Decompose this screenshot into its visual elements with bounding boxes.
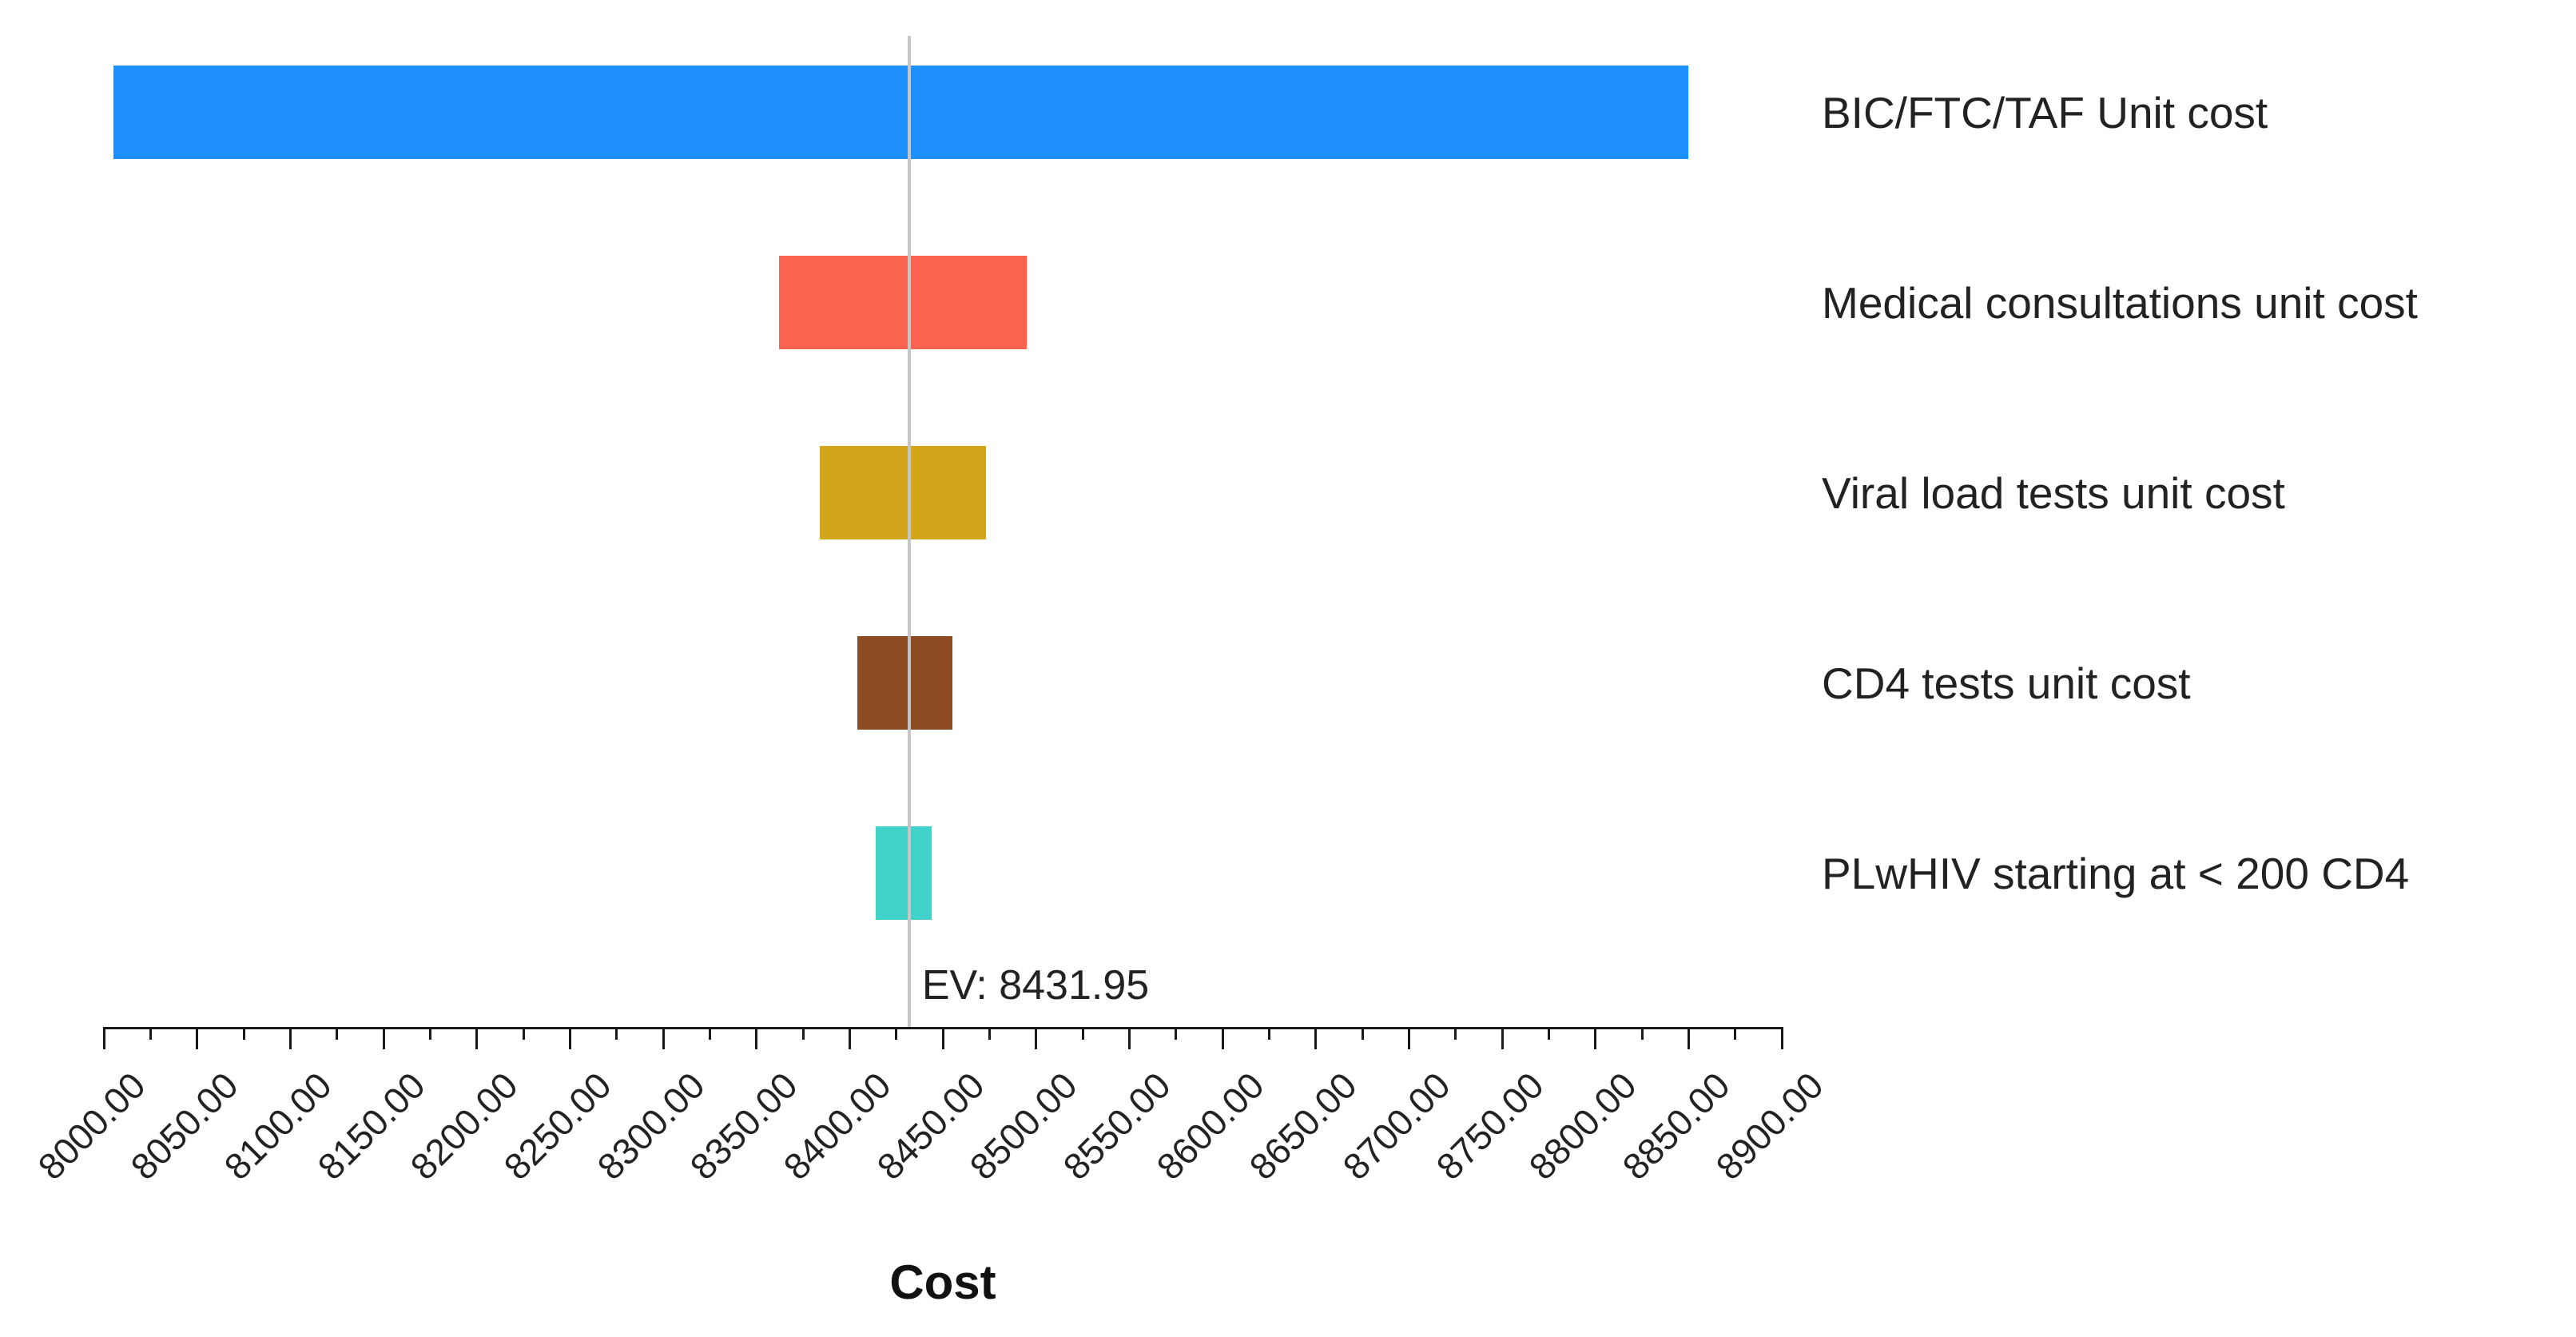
axis-minor-tick: [522, 1027, 525, 1040]
axis-tick: [662, 1027, 665, 1049]
tornado-bar: [876, 826, 932, 920]
axis-minor-tick: [1454, 1027, 1457, 1040]
category-label: BIC/FTC/TAF Unit cost: [1822, 87, 2268, 137]
axis-tick: [1501, 1027, 1504, 1049]
category-label: Medical consultations unit cost: [1822, 277, 2418, 328]
category-label: PLwHIV starting at < 200 CD4: [1822, 848, 2410, 898]
axis-minor-tick: [1734, 1027, 1737, 1040]
axis-tick: [1035, 1027, 1038, 1049]
axis-minor-tick: [149, 1027, 152, 1040]
axis-tick: [475, 1027, 479, 1049]
axis-minor-tick: [336, 1027, 339, 1040]
axis-minor-tick: [1547, 1027, 1550, 1040]
tornado-bar: [857, 636, 952, 730]
axis-tick: [1780, 1027, 1783, 1049]
axis-tick: [288, 1027, 292, 1049]
axis-tick: [1314, 1027, 1318, 1049]
tornado-bar: [778, 256, 1027, 349]
tornado-bar: [113, 66, 1689, 159]
axis-tick: [382, 1027, 385, 1049]
axis-minor-tick: [1081, 1027, 1084, 1040]
axis-tick: [568, 1027, 571, 1049]
axis-minor-tick: [895, 1027, 898, 1040]
axis-minor-tick: [1175, 1027, 1178, 1040]
category-label: Viral load tests unit cost: [1822, 468, 2285, 518]
axis-minor-tick: [988, 1027, 991, 1040]
axis-minor-tick: [1361, 1027, 1364, 1040]
ev-reference-line: [907, 36, 911, 1027]
axis-minor-tick: [242, 1027, 245, 1040]
axis-tick: [941, 1027, 944, 1049]
axis-minor-tick: [708, 1027, 711, 1040]
axis-tick: [1407, 1027, 1410, 1049]
tornado-bar: [820, 446, 986, 539]
axis-minor-tick: [1267, 1027, 1270, 1040]
ev-label: EV: 8431.95: [921, 962, 1150, 1009]
axis-minor-tick: [428, 1027, 431, 1040]
axis-tick: [755, 1027, 758, 1049]
axis-minor-tick: [615, 1027, 618, 1040]
axis-tick: [102, 1027, 105, 1049]
axis-tick: [848, 1027, 851, 1049]
category-label: CD4 tests unit cost: [1822, 658, 2191, 708]
axis-tick: [1594, 1027, 1597, 1049]
x-axis-title: Cost: [889, 1255, 996, 1309]
axis-minor-tick: [1640, 1027, 1644, 1040]
axis-tick: [1221, 1027, 1224, 1049]
axis-tick: [1687, 1027, 1690, 1049]
axis-tick: [196, 1027, 199, 1049]
axis-tick: [1127, 1027, 1131, 1049]
axis-minor-tick: [801, 1027, 805, 1040]
